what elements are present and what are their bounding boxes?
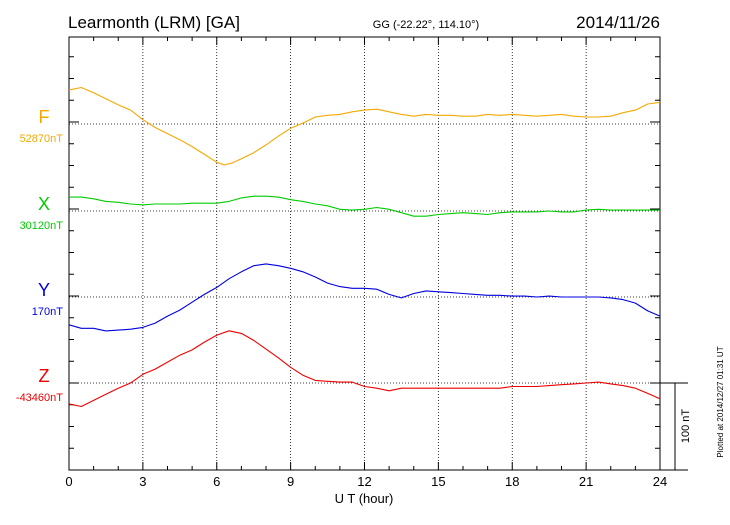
baseline-value-x: 30120nT: [20, 220, 64, 232]
date-label: 2014/11/26: [576, 13, 660, 32]
x-tick-label: 18: [505, 474, 519, 489]
component-label-x: X: [38, 194, 50, 214]
trace-y: [68, 263, 661, 332]
scale-bar-label: 100 nT: [680, 409, 692, 444]
component-label-y: Y: [38, 280, 50, 300]
trace-x: [69, 195, 660, 217]
coords-label: GG (-22.22°, 114.10°): [373, 19, 479, 31]
station-title: Learmonth (LRM) [GA]: [68, 13, 240, 32]
x-tick-label: 6: [213, 474, 220, 489]
baseline-value-y: 170nT: [32, 306, 63, 318]
x-tick-label: 9: [287, 474, 294, 489]
x-tick-label: 15: [431, 474, 445, 489]
x-tick-label: 0: [65, 474, 72, 489]
x-tick-label: 21: [579, 474, 593, 489]
component-label-f: F: [39, 107, 50, 127]
trace-z: [68, 330, 661, 408]
x-axis-label: U T (hour): [335, 491, 394, 506]
plotted-timestamp: Plotted at 2014/12/27 01:31 UT: [716, 346, 725, 457]
baseline-value-z: -43460nT: [16, 392, 63, 404]
x-tick-label: 3: [139, 474, 146, 489]
baseline-value-f: 52870nT: [20, 133, 64, 145]
scale-bar: 100 nT: [660, 382, 692, 471]
x-tick-label: 24: [653, 474, 667, 489]
trace-f: [68, 86, 661, 166]
component-label-z: Z: [39, 366, 50, 386]
x-tick-label: 12: [357, 474, 371, 489]
